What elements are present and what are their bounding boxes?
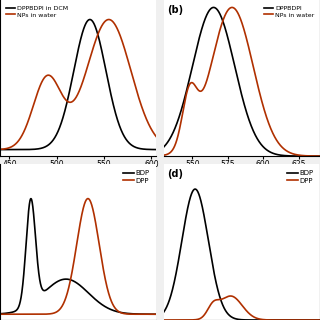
Text: (b): (b) <box>167 5 183 15</box>
Legend: BDP, DPP: BDP, DPP <box>120 167 153 186</box>
Legend: DPPBDPI in DCM, NPs in water: DPPBDPI in DCM, NPs in water <box>3 3 70 20</box>
X-axis label: Wavelength/nm: Wavelength/nm <box>45 171 111 180</box>
X-axis label: Wavelength / nm: Wavelength / nm <box>206 171 278 180</box>
Legend: BDP, DPP: BDP, DPP <box>284 167 316 186</box>
Legend: DPPBDPI, NPs in water: DPPBDPI, NPs in water <box>261 3 317 20</box>
Text: (d): (d) <box>167 169 183 179</box>
